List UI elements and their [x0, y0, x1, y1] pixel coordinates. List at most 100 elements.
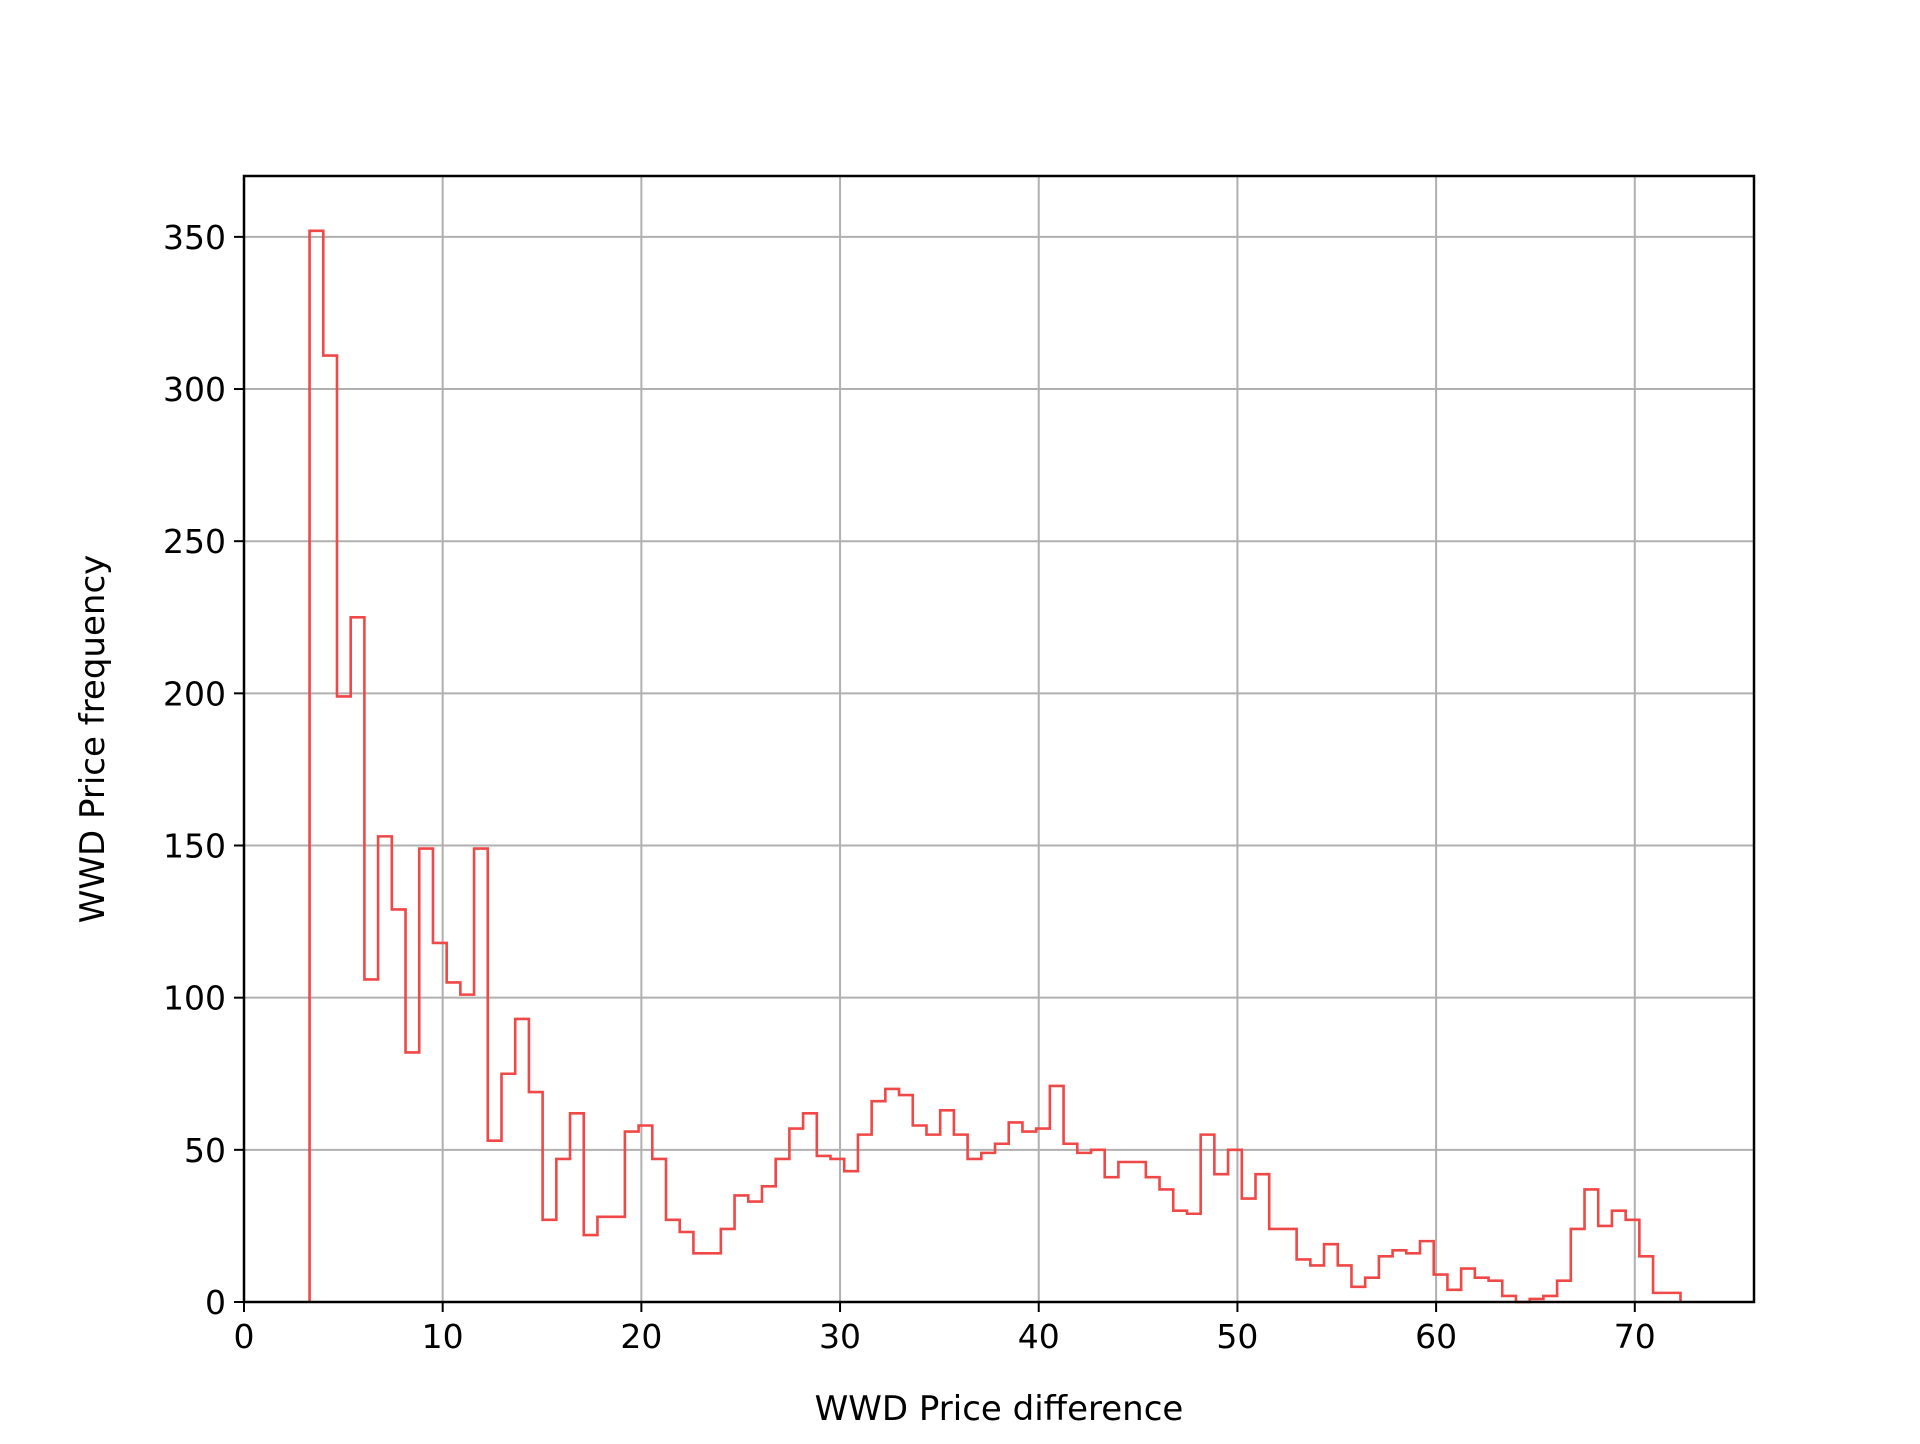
- histogram-bin: [1434, 1275, 1448, 1302]
- histogram-bin: [419, 849, 433, 1302]
- histogram-bin: [762, 1186, 776, 1302]
- histogram-bin: [1489, 1281, 1503, 1302]
- histogram-bin: [1077, 1153, 1091, 1302]
- x-tick-label: 0: [234, 1317, 255, 1356]
- histogram-bin: [515, 1019, 529, 1302]
- histogram-bin: [899, 1095, 913, 1302]
- histogram-bin: [995, 1144, 1009, 1302]
- axes-frame: [242, 174, 1756, 1304]
- histogram-bin: [803, 1113, 817, 1302]
- histogram-bin: [323, 356, 337, 1302]
- histogram-bin: [940, 1110, 954, 1302]
- histogram-bin: [968, 1159, 982, 1302]
- histogram-bin: [1201, 1135, 1215, 1302]
- x-axis-title: WWD Price difference: [815, 1389, 1184, 1429]
- histogram-bin: [1365, 1278, 1379, 1302]
- histogram-bin: [488, 1141, 502, 1302]
- y-tick-label: 350: [163, 218, 226, 257]
- histogram-bin: [1338, 1265, 1352, 1302]
- histogram-bin: [652, 1159, 666, 1302]
- y-axis-title: WWD Price frequency: [73, 555, 113, 924]
- histogram-bin: [337, 696, 351, 1302]
- histogram-step-line: [308, 229, 1682, 1304]
- histogram-bin: [1064, 1144, 1078, 1302]
- histogram-bin: [1461, 1269, 1475, 1302]
- histogram-bin: [1269, 1229, 1283, 1302]
- histogram-bin: [351, 617, 365, 1302]
- histogram-bin: [926, 1135, 940, 1302]
- histogram-bin: [501, 1074, 515, 1302]
- y-tick-label: 100: [163, 979, 226, 1018]
- histogram-bin: [817, 1156, 831, 1302]
- y-tick-label: 250: [163, 522, 226, 561]
- histogram-bin: [707, 1253, 721, 1302]
- histogram-bin: [1214, 1174, 1228, 1302]
- histogram-bin: [1283, 1229, 1297, 1302]
- histogram-bin: [584, 1235, 598, 1302]
- x-tick-label: 50: [1216, 1317, 1258, 1356]
- x-tick-label: 40: [1018, 1317, 1060, 1356]
- histogram-bin: [735, 1195, 749, 1302]
- x-tick-label: 20: [620, 1317, 662, 1356]
- histogram-bin: [1585, 1189, 1599, 1302]
- histogram-bin: [1447, 1290, 1461, 1302]
- histogram-bin: [529, 1092, 543, 1302]
- x-tick-label: 10: [422, 1317, 464, 1356]
- histogram-bin: [789, 1129, 803, 1302]
- histogram-bin: [954, 1135, 968, 1302]
- histogram-bin: [1626, 1220, 1640, 1302]
- histogram-bin: [474, 849, 488, 1302]
- histogram-bin: [310, 231, 324, 1302]
- histogram-bin: [1475, 1278, 1489, 1302]
- histogram-bin: [693, 1253, 707, 1302]
- histogram-bin: [543, 1220, 557, 1302]
- histogram-bin: [1242, 1199, 1256, 1302]
- histogram-bin: [776, 1159, 790, 1302]
- histogram-bin: [1036, 1129, 1050, 1302]
- histogram-bin: [858, 1135, 872, 1302]
- histogram-bin: [1379, 1256, 1393, 1302]
- histogram-bin: [364, 979, 378, 1302]
- histogram-bin: [1420, 1241, 1434, 1302]
- y-tick-label: 300: [163, 370, 226, 409]
- plot-area: [308, 229, 1682, 1304]
- histogram-bin: [1612, 1211, 1626, 1302]
- histogram-bin: [556, 1159, 570, 1302]
- histogram-bin: [1406, 1253, 1420, 1302]
- histogram-bin: [913, 1125, 927, 1302]
- histogram-bin: [406, 1052, 420, 1302]
- histogram-bin: [666, 1220, 680, 1302]
- histogram-bin: [1118, 1162, 1132, 1302]
- histogram-bin: [392, 909, 406, 1302]
- histogram-bin: [1557, 1281, 1571, 1302]
- x-tick-label: 60: [1415, 1317, 1457, 1356]
- x-tick-label: 70: [1614, 1317, 1656, 1356]
- histogram-bin: [1132, 1162, 1146, 1302]
- histogram-bin: [570, 1113, 584, 1302]
- ticks: 0 10 20 30 40 50 60 70 0 50 100 150 200 250 300 350: [163, 218, 1656, 1356]
- histogram-bin: [1187, 1214, 1201, 1302]
- histogram-bin: [1310, 1265, 1324, 1302]
- y-tick-label: 50: [184, 1131, 226, 1170]
- histogram-bin: [378, 836, 392, 1302]
- histogram-bin: [1091, 1150, 1105, 1302]
- histogram-bin: [1667, 1293, 1681, 1302]
- histogram-bin: [611, 1217, 625, 1302]
- histogram-bin: [885, 1089, 899, 1302]
- histogram-bin: [721, 1229, 735, 1302]
- histogram-bin: [1297, 1259, 1311, 1302]
- histogram-bin: [748, 1202, 762, 1302]
- histogram-bin: [1160, 1189, 1174, 1302]
- histogram-bin: [1598, 1226, 1612, 1302]
- histogram-bin: [460, 995, 474, 1302]
- histogram-bin: [831, 1159, 845, 1302]
- histogram-bin: [1022, 1132, 1036, 1302]
- histogram-bin: [639, 1125, 653, 1302]
- histogram-bin: [1256, 1174, 1270, 1302]
- y-tick-label: 150: [163, 827, 226, 866]
- grid: [243, 176, 1754, 1303]
- histogram-bin: [597, 1217, 611, 1302]
- histogram-bin: [1324, 1244, 1338, 1302]
